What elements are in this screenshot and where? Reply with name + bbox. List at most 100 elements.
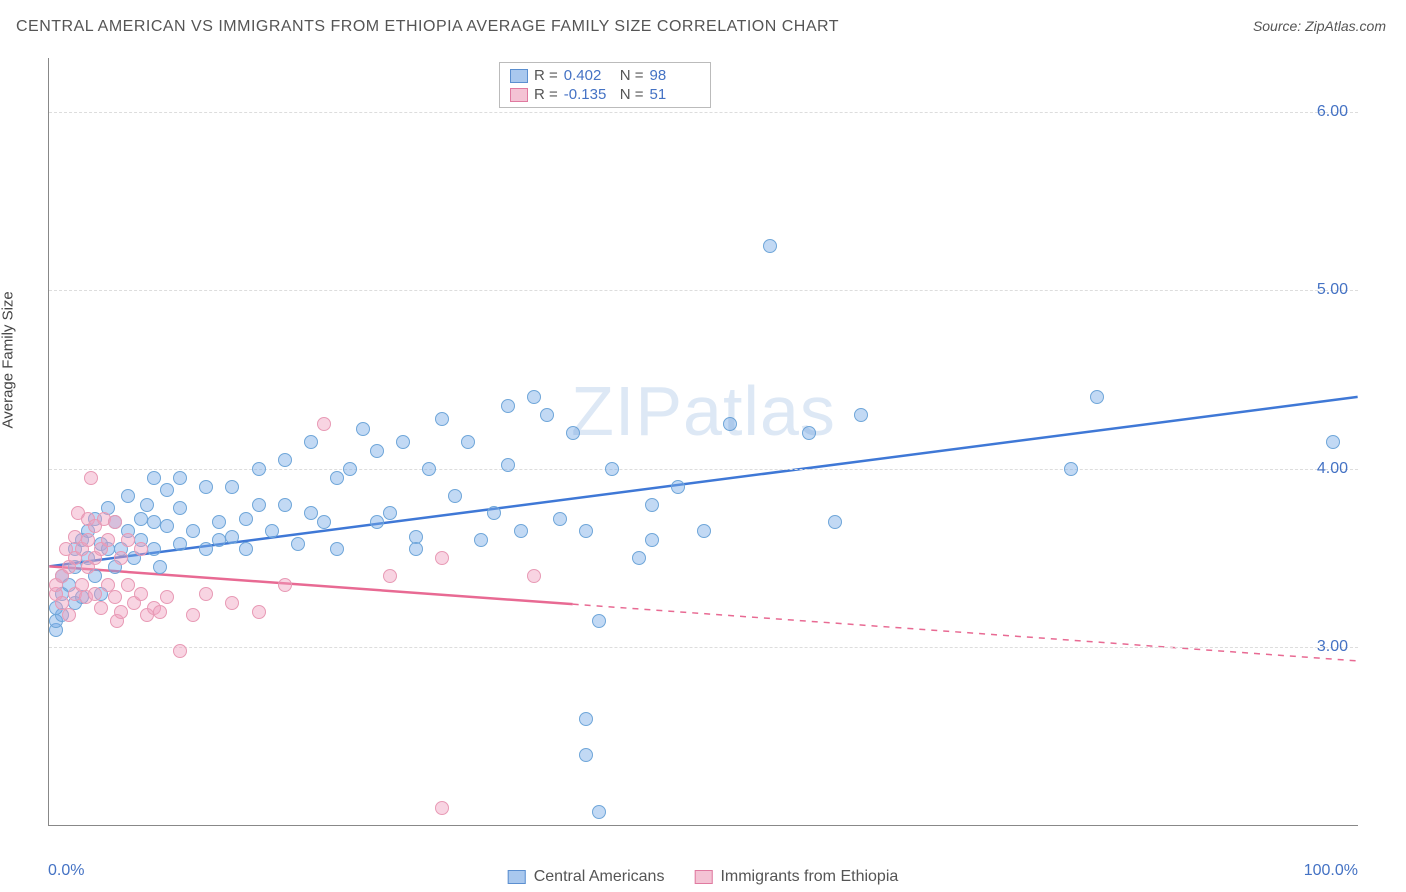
data-point [160,519,174,533]
data-point [304,435,318,449]
data-point [101,533,115,547]
data-point [225,480,239,494]
data-point [134,512,148,526]
data-point [317,417,331,431]
legend-item: Central Americans [508,868,665,886]
data-point [304,506,318,520]
data-point [252,462,266,476]
data-point [147,471,161,485]
data-point [114,551,128,565]
data-point [84,471,98,485]
y-tick-label: 4.00 [1317,460,1348,478]
data-point [540,408,554,422]
data-point [435,412,449,426]
data-point [173,537,187,551]
source-attribution: Source: ZipAtlas.com [1253,18,1386,34]
data-point [265,524,279,538]
data-point [147,542,161,556]
data-point [435,551,449,565]
data-point [474,533,488,547]
data-point [199,542,213,556]
gridline [49,469,1358,470]
data-point [121,578,135,592]
data-point [94,601,108,615]
series-legend: Central Americans Immigrants from Ethiopi… [508,868,899,886]
data-point [134,587,148,601]
data-point [828,515,842,529]
data-point [461,435,475,449]
legend-swatch [694,870,712,884]
data-point [356,422,370,436]
legend-swatch [510,69,528,83]
data-point [1064,462,1078,476]
data-point [501,399,515,413]
data-point [566,426,580,440]
data-point [199,587,213,601]
data-point [62,608,76,622]
data-point [278,578,292,592]
data-point [383,506,397,520]
chart-title: CENTRAL AMERICAN VS IMMIGRANTS FROM ETHI… [16,18,839,36]
data-point [592,805,606,819]
data-point [114,605,128,619]
data-point [212,515,226,529]
data-point [121,489,135,503]
data-point [140,498,154,512]
data-point [108,515,122,529]
data-point [173,501,187,515]
data-point [160,590,174,604]
data-point [579,524,593,538]
data-point [330,471,344,485]
data-point [173,471,187,485]
data-point [697,524,711,538]
data-point [632,551,646,565]
data-point [186,608,200,622]
legend-item: Immigrants from Ethiopia [694,868,898,886]
watermark: ZIPatlas [571,371,836,451]
y-tick-label: 5.00 [1317,281,1348,299]
legend-row: R =0.402N =98 [510,67,700,84]
data-point [435,801,449,815]
data-point [592,614,606,628]
gridline [49,112,1358,113]
data-point [252,605,266,619]
gridline [49,290,1358,291]
data-point [225,530,239,544]
data-point [579,712,593,726]
data-point [153,605,167,619]
data-point [422,462,436,476]
data-point [121,533,135,547]
data-point [645,533,659,547]
data-point [81,533,95,547]
data-point [108,590,122,604]
data-point [1090,390,1104,404]
data-point [173,644,187,658]
data-point [579,748,593,762]
x-tick-max: 100.0% [1304,862,1358,880]
data-point [278,453,292,467]
plot-area: ZIPatlas R =0.402N =98R =-0.135N =51 3.0… [48,58,1358,826]
data-point [153,560,167,574]
gridline [49,647,1358,648]
data-point [854,408,868,422]
legend-swatch [508,870,526,884]
y-axis-label: Average Family Size [0,291,17,428]
data-point [553,512,567,526]
data-point [514,524,528,538]
data-point [763,239,777,253]
data-point [409,542,423,556]
data-point [291,537,305,551]
data-point [88,587,102,601]
data-point [802,426,816,440]
data-point [225,596,239,610]
data-point [239,542,253,556]
y-tick-label: 6.00 [1317,103,1348,121]
data-point [605,462,619,476]
x-tick-min: 0.0% [48,862,84,880]
data-point [723,417,737,431]
data-point [645,498,659,512]
trendlines [49,58,1358,825]
data-point [383,569,397,583]
data-point [527,390,541,404]
data-point [396,435,410,449]
